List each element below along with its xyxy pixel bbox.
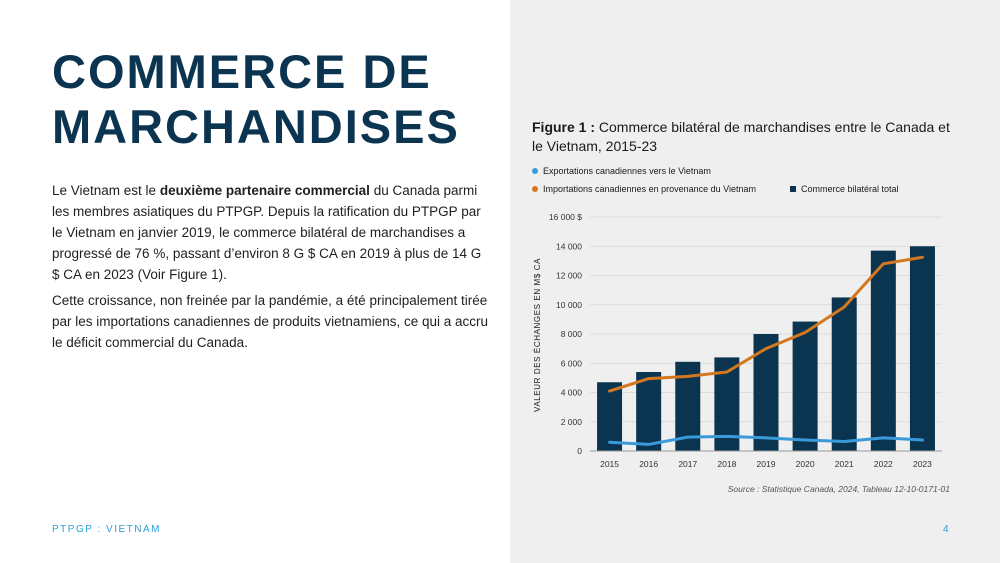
footer-label: PTPGP : VIETNAM [52, 524, 161, 535]
text-panel: COMMERCE DE MARCHANDISES Le Vietnam est … [52, 44, 492, 535]
legend-label-imports: Importations canadiennes en provenance d… [543, 184, 756, 194]
page-title-line2: MARCHANDISES [52, 100, 460, 153]
y-tick-label: 6 000 [561, 358, 583, 368]
legend-item-total: Commerce bilatéral total [790, 184, 899, 194]
x-tick-label: 2015 [600, 459, 619, 469]
figure-title: Figure 1 : Commerce bilatéral de marchan… [532, 118, 962, 156]
y-tick-label: 14 000 [556, 241, 582, 251]
y-tick-label: 2 000 [561, 417, 583, 427]
y-axis-label: VALEUR DES ÉCHANGES EN M$ CA [533, 258, 542, 412]
bar-total-2016 [636, 372, 662, 451]
bar-total-2022 [870, 250, 896, 451]
y-tick-label: 10 000 [556, 300, 582, 310]
intro-text-after: du Canada parmi les membres asiatiques d… [52, 183, 482, 282]
y-tick-label: 16 000 $ [549, 212, 582, 222]
legend-marker-total [790, 185, 796, 192]
bar-total-2021 [831, 297, 857, 451]
y-tick-label: 12 000 [556, 271, 582, 281]
x-tick-label: 2017 [678, 459, 697, 469]
legend-marker-imports [532, 185, 538, 192]
y-tick-label: 0 [577, 446, 582, 456]
line-imports [608, 255, 924, 393]
x-tick-label: 2019 [757, 459, 776, 469]
intro-text-bold: deuxième partenaire commercial [159, 183, 370, 198]
page-title: COMMERCE DE MARCHANDISES [52, 44, 460, 154]
x-tick-label: 2018 [717, 459, 736, 469]
intro-paragraph: Le Vietnam est le deuxième partenaire co… [52, 180, 492, 285]
legend-item-exports: Exportations canadiennes vers le Vietnam [532, 166, 711, 176]
page-title-line1: COMMERCE DE [52, 45, 432, 98]
y-tick-label: 4 000 [561, 388, 583, 398]
x-tick-label: 2020 [796, 459, 815, 469]
bar-total-2020 [792, 321, 818, 451]
figure-label: Figure 1 : [532, 119, 596, 135]
legend-label-total: Commerce bilatéral total [801, 184, 899, 194]
legend-label-exports: Exportations canadiennes vers le Vietnam [543, 166, 711, 176]
x-tick-label: 2023 [913, 459, 932, 469]
x-tick-label: 2022 [874, 459, 893, 469]
legend-marker-exports [532, 167, 538, 174]
x-tick-label: 2021 [835, 459, 854, 469]
page-number: 4 [943, 524, 949, 535]
trade-chart: 0 2 000 4 000 6 000 8 000 10 000 12 000 14 000 1… [533, 212, 942, 469]
growth-paragraph: Cette croissance, non freinée par la pan… [52, 293, 488, 350]
x-tick-label: 2016 [639, 459, 658, 469]
bar-total-2019 [753, 334, 779, 451]
figure-source: Source : Statistique Canada, 2024, Table… [727, 484, 950, 494]
intro-text-before: Le Vietnam est le [52, 183, 160, 198]
bar-total-2015 [597, 382, 623, 451]
legend-item-imports: Importations canadiennes en provenance d… [532, 184, 756, 194]
bar-total-2023 [909, 246, 935, 451]
line-exports [608, 434, 924, 446]
y-tick-label: 8 000 [561, 329, 583, 339]
figure-title-text: Commerce bilatéral de marchandises entre… [532, 119, 950, 154]
